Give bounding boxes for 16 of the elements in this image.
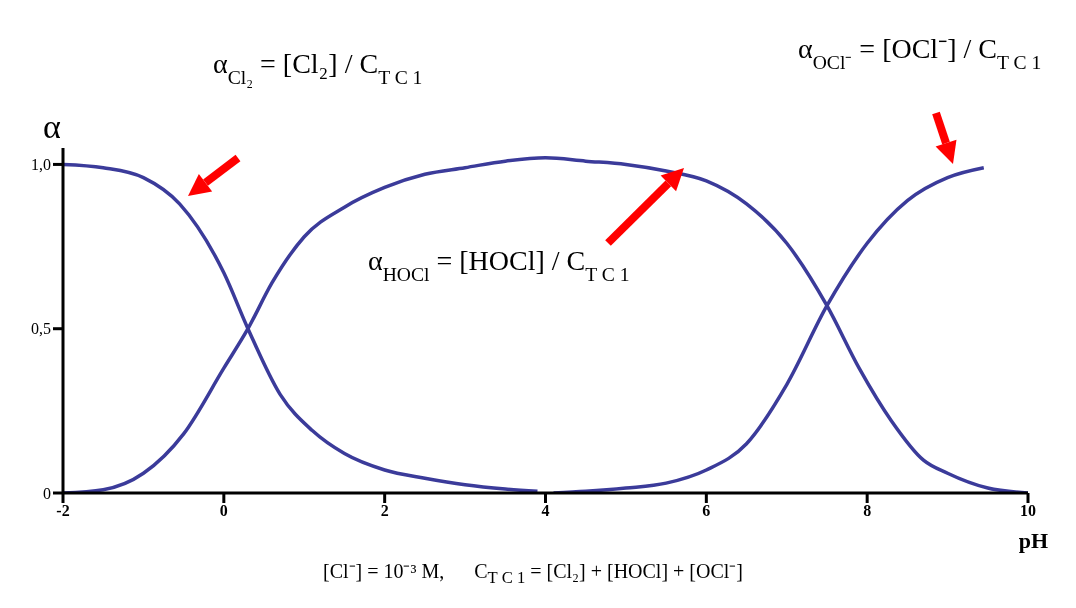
annotation: α$_{HOCl}$ = [HOCl] / C$_{T C 1}$: [368, 245, 630, 285]
text: α$_{Cl₂}$ = [Cl₂] / C$_{T C 1}$: [213, 48, 423, 88]
y-tick-label: 0: [43, 484, 51, 502]
x-tick-label: -2: [56, 502, 70, 520]
x-tick-label: 6: [702, 502, 711, 520]
text: α$_{OCl⁻}$ = [OCl⁻] / C$_{T C 1}$: [798, 33, 1042, 73]
x-tick-label: 8: [863, 502, 872, 520]
x-tick-label: 4: [541, 502, 550, 520]
y-axis-title: α: [43, 108, 61, 145]
x-axis-title: pH: [1018, 528, 1048, 553]
x-tick-label: 2: [380, 502, 389, 520]
x-tick-label: 10: [1020, 502, 1036, 520]
x-tick-label: 0: [219, 502, 228, 520]
y-tick-label: 1,0: [31, 156, 51, 174]
y-tick-label: 0,5: [31, 320, 51, 338]
text: [Cl⁻] = 10⁻³ M, C$_{T C 1}$ = [Cl₂] + [HOCl] + [OCl⁻]: [321, 559, 745, 588]
